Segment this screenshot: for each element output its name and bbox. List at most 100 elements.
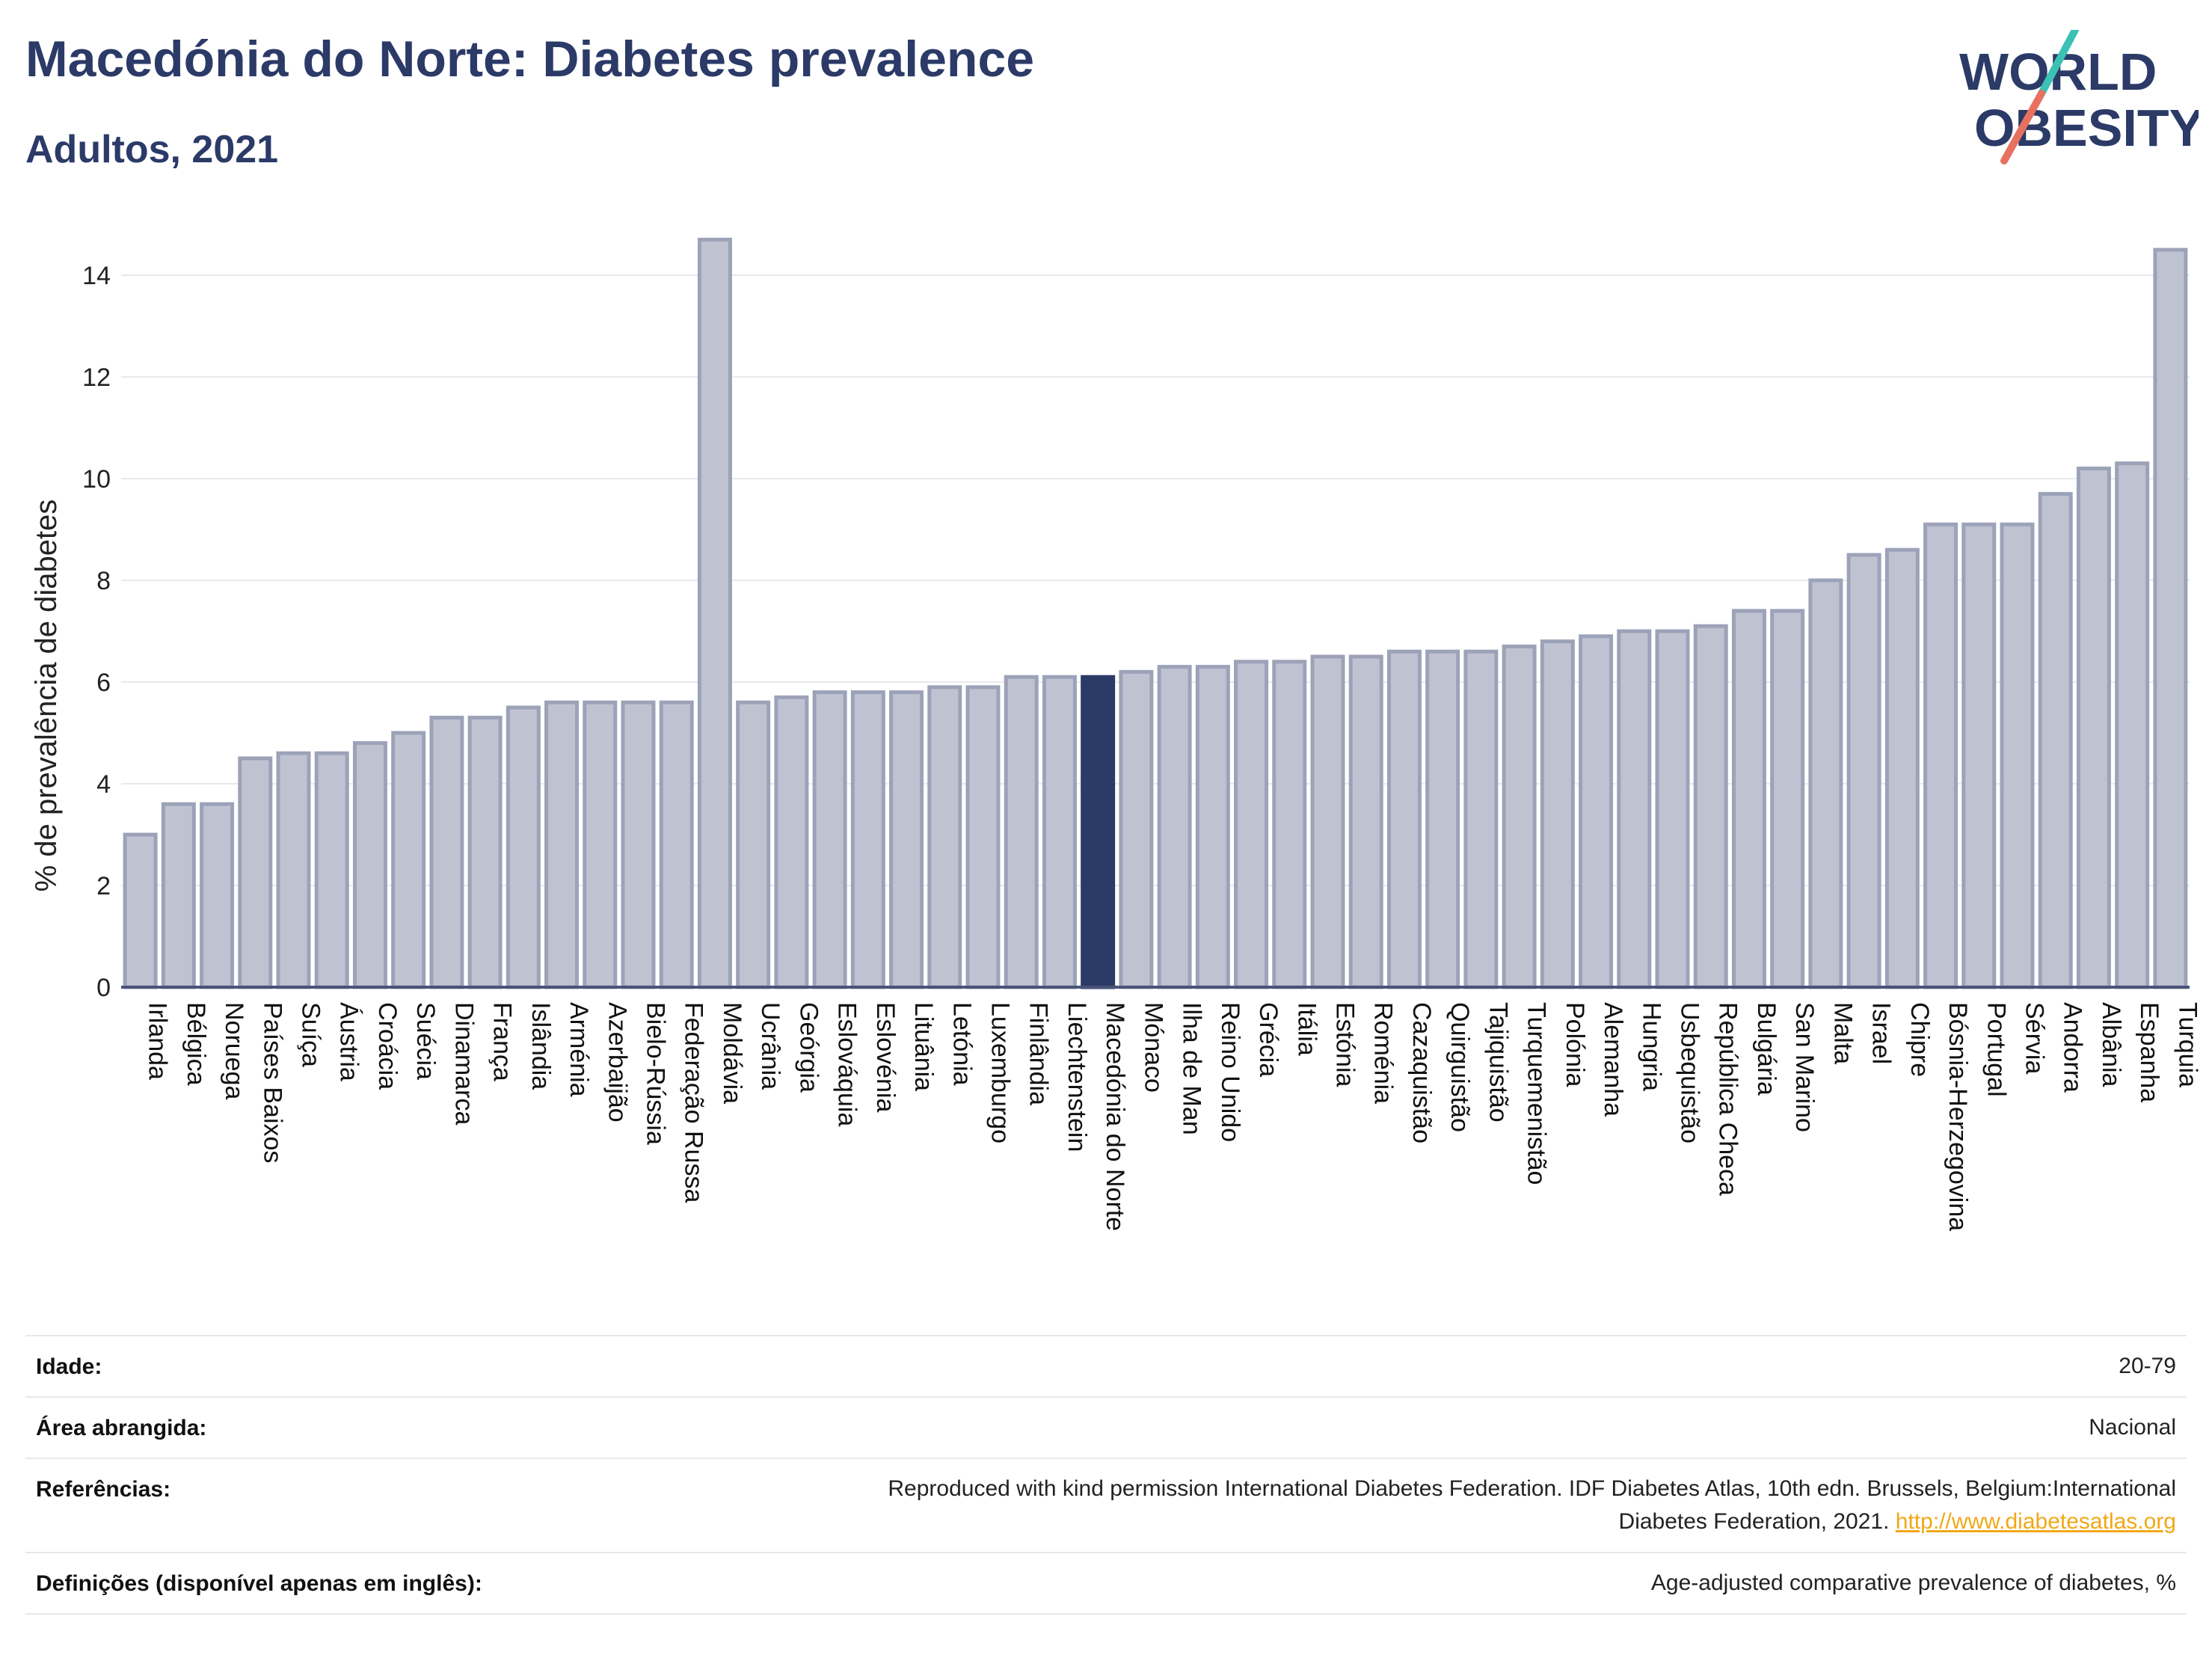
x-tick-label: Turquia xyxy=(2173,1002,2202,1087)
bar[interactable] xyxy=(1731,609,1766,989)
bar[interactable] xyxy=(621,700,656,989)
x-tick-label: Letónia xyxy=(947,1002,976,1086)
diabetes-atlas-link[interactable]: http://www.diabetesatlas.org xyxy=(1895,1509,2176,1534)
bar[interactable] xyxy=(850,690,885,989)
bar[interactable] xyxy=(1540,639,1575,989)
bar[interactable] xyxy=(965,685,1001,989)
bar[interactable] xyxy=(774,695,809,989)
bar[interactable] xyxy=(1770,609,1805,989)
info-key: Definições (disponível apenas em inglês)… xyxy=(36,1571,482,1596)
x-tick-label: Dinamarca xyxy=(449,1002,478,1125)
bar[interactable] xyxy=(927,685,962,989)
bar[interactable] xyxy=(238,756,273,989)
x-tick-label: França xyxy=(488,1002,517,1081)
x-tick-label: Suécia xyxy=(411,1002,440,1080)
bar[interactable] xyxy=(2000,522,2035,989)
y-axis-ticks: 0 2 4 6 8 10 12 14 xyxy=(82,262,111,1002)
bar[interactable] xyxy=(1655,629,1690,989)
bar[interactable] xyxy=(583,700,618,989)
bar[interactable] xyxy=(2038,491,2073,989)
bar[interactable] xyxy=(812,690,847,989)
bar[interactable] xyxy=(1119,669,1154,989)
bar[interactable] xyxy=(1195,665,1230,989)
x-tick-label: Quirguistão xyxy=(1446,1002,1474,1132)
bar[interactable] xyxy=(506,705,541,989)
x-tick-label: Hungria xyxy=(1637,1002,1665,1091)
x-tick-label: Andorra xyxy=(2059,1002,2087,1093)
x-tick-label: Itália xyxy=(1292,1002,1321,1056)
bar[interactable] xyxy=(1502,644,1537,989)
x-tick-label: Macedónia do Norte xyxy=(1101,1002,1129,1231)
chart-title: Macedónia do Norte: Diabetes prevalence xyxy=(25,31,1035,87)
x-tick-label: Croácia xyxy=(373,1002,402,1090)
x-tick-label: Eslovénia xyxy=(871,1002,900,1113)
x-tick-label: Portugal xyxy=(1982,1002,2010,1097)
bar[interactable] xyxy=(1808,578,1843,989)
bar[interactable] xyxy=(1272,660,1307,989)
bar[interactable] xyxy=(2115,461,2150,989)
bar[interactable] xyxy=(276,751,311,989)
bar-highlighted[interactable] xyxy=(1081,675,1116,989)
x-tick-label: Lituânia xyxy=(909,1002,938,1091)
info-value-text: Nacional xyxy=(2089,1415,2176,1440)
bar[interactable] xyxy=(1617,629,1652,989)
info-row: Definições (disponível apenas em inglês)… xyxy=(25,1552,2187,1615)
info-value: 20-79 xyxy=(2119,1350,2176,1383)
info-value: Nacional xyxy=(2089,1411,2176,1444)
info-value: Age-adjusted comparative prevalence of d… xyxy=(1651,1567,2176,1600)
bar[interactable] xyxy=(391,731,426,989)
bar[interactable] xyxy=(429,716,464,989)
x-tick-label: Arménia xyxy=(565,1002,593,1097)
x-tick-label: Eslováquia xyxy=(833,1002,861,1126)
bar[interactable] xyxy=(659,700,694,989)
bar[interactable] xyxy=(697,237,732,989)
bar[interactable] xyxy=(544,700,580,989)
info-key: Referências: xyxy=(36,1477,171,1502)
bar[interactable] xyxy=(467,716,503,989)
bar[interactable] xyxy=(889,690,924,989)
bar[interactable] xyxy=(736,700,771,989)
bar[interactable] xyxy=(200,802,235,989)
x-tick-label: Geórgia xyxy=(794,1002,823,1093)
bar[interactable] xyxy=(1884,547,1920,989)
x-tick-label: Estónia xyxy=(1331,1002,1360,1087)
x-tick-label: Israel xyxy=(1867,1002,1896,1064)
x-tick-label: Bósnia-Herzegovina xyxy=(1944,1002,1972,1231)
bar[interactable] xyxy=(1961,522,1997,989)
bar[interactable] xyxy=(352,741,387,989)
bar[interactable] xyxy=(1425,649,1460,989)
bar[interactable] xyxy=(1348,654,1383,989)
x-tick-label: Bélgica xyxy=(182,1002,210,1086)
bar[interactable] xyxy=(1463,649,1499,989)
bar[interactable] xyxy=(1693,624,1728,989)
bar[interactable] xyxy=(1386,649,1422,989)
y-tick-label: 14 xyxy=(82,262,111,290)
bar[interactable] xyxy=(314,751,349,989)
logo-text-world: WORLD xyxy=(1959,43,2157,101)
logo-slash-bottom xyxy=(2000,90,2045,165)
bar[interactable] xyxy=(123,832,158,989)
x-tick-label: Grécia xyxy=(1254,1002,1282,1077)
bar[interactable] xyxy=(1310,654,1345,989)
x-tick-label: Turquemenistão xyxy=(1523,1002,1551,1185)
x-tick-label: San Marino xyxy=(1790,1002,1819,1132)
world-obesity-logo[interactable]: WORLD OBESITY xyxy=(1944,30,2199,165)
info-row: Referências: Reproduced with kind permiss… xyxy=(25,1458,2187,1553)
bar[interactable] xyxy=(161,802,196,989)
x-tick-label: Polónia xyxy=(1561,1002,1589,1087)
bar[interactable] xyxy=(1923,522,1958,989)
bar[interactable] xyxy=(2153,248,2188,989)
chart-subtitle: Adultos, 2021 xyxy=(25,128,279,171)
bar[interactable] xyxy=(1004,675,1039,989)
bar[interactable] xyxy=(1846,553,1881,989)
bar[interactable] xyxy=(1234,660,1269,989)
y-tick-label: 12 xyxy=(82,363,111,392)
x-tick-label: Suíça xyxy=(297,1002,325,1067)
bar[interactable] xyxy=(2076,466,2111,989)
bar[interactable] xyxy=(1042,675,1077,989)
x-tick-label: Bulgária xyxy=(1752,1002,1781,1096)
x-tick-label: Moldávia xyxy=(718,1002,746,1104)
x-tick-label: Reino Unido xyxy=(1216,1002,1244,1142)
bar[interactable] xyxy=(1157,665,1192,989)
bar[interactable] xyxy=(1579,634,1614,989)
